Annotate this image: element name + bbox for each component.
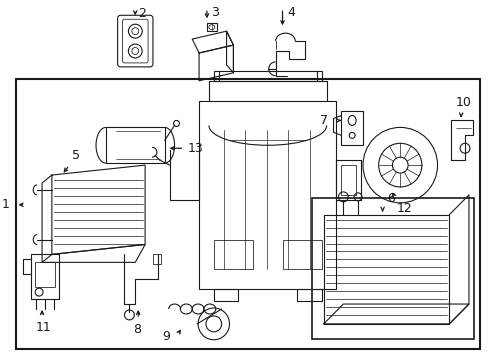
- Bar: [311, 198, 473, 339]
- Bar: [213, 289, 238, 301]
- Text: 2: 2: [138, 7, 146, 21]
- Bar: [31, 255, 59, 299]
- Text: 13: 13: [187, 142, 203, 155]
- Text: 1: 1: [2, 198, 10, 211]
- Bar: [341, 165, 355, 195]
- Bar: [213, 239, 253, 269]
- Bar: [213, 71, 321, 81]
- Bar: [297, 289, 321, 301]
- Text: 7: 7: [319, 114, 327, 127]
- Bar: [35, 262, 55, 287]
- Text: 12: 12: [396, 202, 411, 215]
- Text: 3: 3: [210, 6, 218, 19]
- Bar: [206, 23, 216, 31]
- Text: 5: 5: [72, 149, 81, 162]
- Text: 8: 8: [133, 323, 141, 336]
- Text: 10: 10: [454, 95, 470, 109]
- Text: 6: 6: [386, 192, 395, 205]
- Bar: [153, 255, 161, 264]
- Text: 4: 4: [287, 6, 295, 19]
- Bar: [16, 79, 479, 349]
- Text: 11: 11: [35, 321, 51, 334]
- Text: 9: 9: [163, 330, 170, 343]
- Bar: [341, 111, 362, 145]
- Bar: [282, 239, 321, 269]
